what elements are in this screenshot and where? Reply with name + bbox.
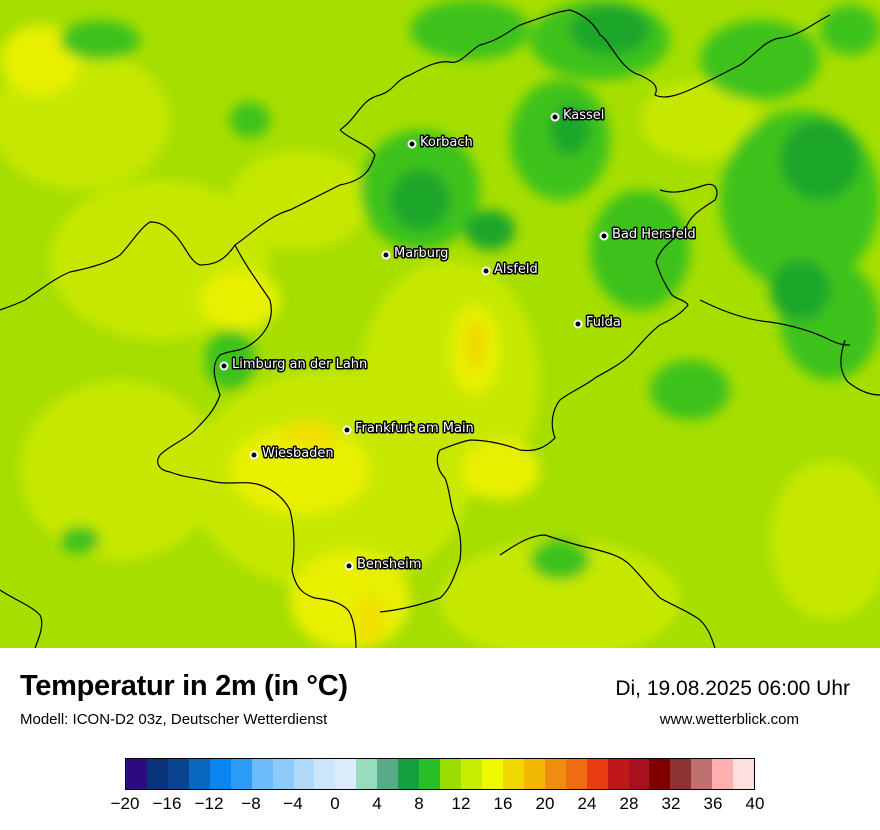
city-label: Korbach <box>420 135 473 150</box>
city-dot <box>219 361 229 371</box>
map-footer: Temperatur in 2m (in °C) Modell: ICON-D2… <box>0 648 880 830</box>
city-marker: Wiesbaden <box>249 445 335 463</box>
city-label: Bensheim <box>357 557 421 572</box>
city-dot <box>342 425 352 435</box>
legend-swatch <box>314 759 336 789</box>
city-label: Fulda <box>586 315 621 330</box>
legend-swatch <box>712 759 734 789</box>
legend-swatch <box>607 759 629 789</box>
legend-swatch <box>377 759 399 789</box>
legend-swatch <box>544 759 566 789</box>
legend-tick-label: 0 <box>330 794 340 813</box>
city-label: Limburg an der Lahn <box>232 357 367 372</box>
legend-swatch <box>523 759 545 789</box>
map-canvas: Kassel Korbach Bad Hersfeld Marburg Alsfeld F… <box>0 0 880 648</box>
legend-swatch <box>440 759 461 789</box>
legend-swatch <box>586 759 608 789</box>
border-west <box>0 129 376 311</box>
city-marker: Limburg an der Lahn <box>219 356 369 374</box>
legend-swatch <box>167 759 189 789</box>
city-marker: Fulda <box>573 314 622 332</box>
legend-tick-label: 24 <box>577 794 597 813</box>
legend-tick-labels: −20 −16 −12 −8 −4 0 4 8 12 16 20 24 28 32 36 40 <box>0 790 880 820</box>
legend-swatch <box>628 759 650 789</box>
legend-swatch <box>649 759 671 789</box>
color-scale-legend <box>125 758 755 790</box>
border-sw-corner <box>0 589 43 648</box>
legend-tick-label: 16 <box>493 794 513 813</box>
city-dot <box>481 266 491 276</box>
city-label: Wiesbaden <box>262 446 334 461</box>
city-label: Marburg <box>394 246 448 261</box>
legend-swatch <box>209 759 231 789</box>
model-source: Modell: ICON-D2 03z, Deutscher Wetterdie… <box>20 711 328 728</box>
city-dot <box>599 231 609 241</box>
legend-swatch <box>419 759 441 789</box>
border-southwest <box>157 244 357 648</box>
legend-tick-label: −20 <box>110 794 140 813</box>
legend-tick-label: −12 <box>194 794 224 813</box>
legend-tick-label: 36 <box>703 794 723 813</box>
legend-swatch <box>565 759 587 789</box>
legend-swatch <box>272 759 294 789</box>
legend-swatch <box>126 759 147 789</box>
city-dot <box>381 250 391 260</box>
city-label: Kassel <box>563 108 604 123</box>
legend-swatch <box>670 759 692 789</box>
legend-swatch <box>461 759 482 789</box>
border-north <box>339 9 831 131</box>
forecast-datetime: Di, 19.08.2025 06:00 Uhr <box>615 677 850 700</box>
legend-swatch <box>335 759 357 789</box>
legend-tick-label: 20 <box>535 794 555 813</box>
city-dot <box>344 561 354 571</box>
border-southeast <box>499 534 716 648</box>
legend-swatch <box>293 759 315 789</box>
temperature-field <box>0 0 880 648</box>
border-east-edge <box>840 339 880 396</box>
city-marker: Bensheim <box>344 556 423 574</box>
legend-swatch <box>188 759 210 789</box>
legend-swatch <box>398 759 420 789</box>
city-markers: Kassel Korbach Bad Hersfeld Marburg Alsfeld F… <box>219 107 697 574</box>
border-east <box>379 183 718 613</box>
legend-swatch <box>502 759 524 789</box>
city-marker: Kassel <box>550 107 606 125</box>
map-title: Temperatur in 2m (in °C) <box>20 670 348 702</box>
city-dot <box>573 319 583 329</box>
legend-tick-label: −16 <box>152 794 182 813</box>
legend-tick-label: 4 <box>372 794 382 813</box>
legend-tick-label: −4 <box>283 794 303 813</box>
city-marker: Frankfurt am Main <box>342 420 475 438</box>
city-marker: Bad Hersfeld <box>599 226 697 244</box>
legend-swatch <box>356 759 378 789</box>
city-dot <box>249 450 259 460</box>
state-borders <box>0 9 880 648</box>
legend-tick-label: 40 <box>745 794 765 813</box>
city-marker: Marburg <box>381 245 450 263</box>
legend-tick-label: −8 <box>241 794 261 813</box>
legend-swatch <box>733 759 755 789</box>
website-link[interactable]: www.wetterblick.com <box>659 711 799 728</box>
legend-tick-label: 28 <box>619 794 639 813</box>
legend-tick-label: 8 <box>414 794 424 813</box>
legend-tick-label: 12 <box>451 794 471 813</box>
city-dot <box>550 112 560 122</box>
city-label: Bad Hersfeld <box>612 227 696 242</box>
city-dot <box>407 139 417 149</box>
legend-swatch <box>691 759 713 789</box>
legend-swatch <box>251 759 273 789</box>
legend-tick-label: 32 <box>661 794 681 813</box>
city-label: Frankfurt am Main <box>355 421 474 436</box>
temperature-map: Kassel Korbach Bad Hersfeld Marburg Alsfeld F… <box>0 0 880 648</box>
legend-swatch <box>146 759 168 789</box>
border-east-inner <box>699 299 851 346</box>
legend-swatch <box>230 759 252 789</box>
city-marker: Korbach <box>407 134 474 152</box>
legend-swatch <box>481 759 503 789</box>
city-label: Alsfeld <box>494 262 538 277</box>
city-marker: Alsfeld <box>481 261 539 279</box>
